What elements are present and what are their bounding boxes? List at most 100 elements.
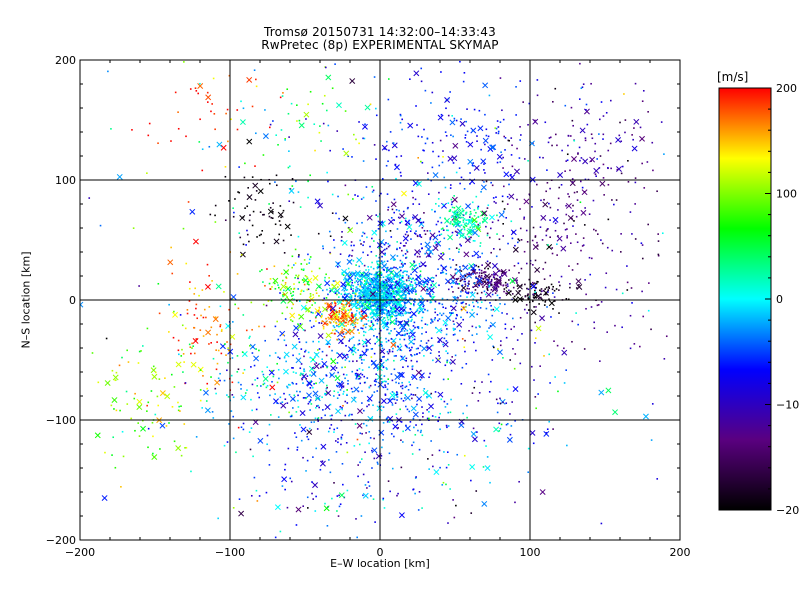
data-point-dot-c0-557 [388,301,390,303]
data-point-dot-c7-92 [493,276,496,279]
data-point-dot-c21-18 [447,463,450,466]
data-point-cross-c0-708 [344,271,351,278]
data-point-cross-c21-251 [509,278,516,284]
data-point-dot-c13-74 [189,281,191,283]
data-point-dot-c5-169 [348,255,350,258]
data-point-dot-c4-65 [300,290,302,293]
data-point-dot-c5-110 [463,280,466,283]
data-point-dot-c9-66 [405,224,408,226]
data-point-dot-c11-56 [578,146,581,149]
data-point-dot-c5-148 [399,266,401,269]
data-point-dot-c0-325 [382,305,385,307]
data-point-dot-c4-28 [297,288,300,290]
data-point-dot-c9-82 [534,342,536,344]
data-point-dot-c16-47 [307,103,309,106]
data-point-dot-c1-411 [373,391,376,393]
data-point-dot-c21-15 [455,504,457,507]
data-point-dot-c14-31 [177,401,179,404]
data-point-dot-c1-9 [423,355,425,357]
data-point-dot-c21-49 [147,427,150,430]
data-point-dot-c13-59 [183,361,185,363]
data-point-dot-c17-116 [470,479,472,482]
data-point-dot-c4-56 [302,268,305,271]
data-point-dot-c0-597 [408,292,411,295]
data-point-dot-c0-878 [392,293,395,295]
data-point-dot-c6-36 [462,219,465,222]
data-point-dot-c10-53 [388,149,390,152]
data-point-dot-c1-155 [397,301,399,303]
data-point-dot-c5-75 [458,251,460,253]
data-point-dot-c7-33 [472,286,474,288]
data-point-dot-c1-260 [330,374,332,376]
data-point-dot-c9-163 [535,306,537,308]
data-point-dot-c0-641 [391,315,393,318]
data-point-dot-c0-816 [386,321,389,324]
data-point-dot-c0-812 [395,290,397,292]
data-point-dot-c1-52 [388,350,391,353]
data-point-dot-c0-865 [386,266,389,269]
data-point-dot-c9-129 [580,249,582,252]
data-point-dot-c18-96 [550,316,552,318]
data-point-dot-c9-294 [553,340,555,342]
data-point-dot-c7-118 [494,292,497,294]
data-point-dot-c5-89 [413,260,415,262]
data-point-dot-c9-248 [501,200,504,203]
data-point-dot-c17-13 [367,481,370,483]
data-point-dot-c21-159 [487,267,489,270]
data-point-cross-c21-43 [452,142,459,149]
data-point-cross-c10-12 [490,144,497,151]
data-point-cross-c7-120 [484,273,491,280]
data-point-dot-c5-159 [390,236,393,238]
data-point-dot-c5-143 [359,283,362,286]
data-point-dot-c0-510 [370,316,373,319]
data-point-cross-c0-596 [344,276,351,283]
data-point-dot-c11-28 [602,163,605,166]
data-point-dot-c6-109 [477,225,479,227]
data-point-dot-c7-10 [485,286,488,288]
data-point-dot-c9-235 [492,308,495,311]
data-point-dot-c9-232 [640,242,643,245]
data-point-dot-c0-606 [383,294,385,296]
data-point-dot-c0-783 [397,281,400,284]
data-point-dot-c3-116 [321,315,323,317]
data-point-dot-c20-83 [250,366,252,368]
data-point-dot-c3-33 [341,303,343,305]
data-point-dot-c5-228 [404,233,407,236]
data-point-cross-c2-51 [253,355,260,362]
data-point-cross-c1-304 [387,415,394,422]
data-point-dot-c19-216 [438,302,440,305]
data-point-dot-c8-67 [555,288,558,290]
data-point-dot-c10-146 [445,107,447,110]
x-axis-label: E–W location [km] [330,557,430,570]
data-point-dot-c5-109 [363,241,365,243]
data-point-dot-c10-110 [431,91,434,94]
data-point-dot-c16-44 [275,134,278,136]
data-point-cross-c9-179 [456,321,463,328]
data-point-dot-c20-104 [295,372,297,374]
data-point-dot-c19-191 [450,312,453,315]
data-point-cross-c2-157 [387,398,394,404]
data-point-dot-c9-62 [601,242,604,245]
data-point-dot-c6-99 [449,222,452,225]
data-point-dot-c7-22 [457,287,460,289]
data-point-dot-c21-166 [568,265,570,267]
data-point-dot-c10-9 [452,135,454,138]
data-point-dot-c0-348 [373,289,376,291]
data-point-dot-c0-794 [398,288,400,290]
data-point-dot-c7-59 [478,275,480,278]
data-point-dot-c0-254 [382,311,384,313]
data-point-cross-c4-43 [312,275,319,281]
data-point-dot-c19-147 [491,314,494,317]
data-point-dot-c0-856 [390,295,393,297]
data-point-dot-c2-107 [371,360,373,363]
data-point-dot-c5-11 [377,266,380,269]
data-point-dot-c10-92 [399,113,402,116]
data-point-dot-c12-12 [244,207,246,209]
data-point-dot-c9-218 [524,283,526,286]
data-point-dot-c10-32 [544,121,547,124]
data-point-dot-c9-33 [508,183,510,186]
data-point-dot-c0-891 [389,316,392,319]
data-point-dot-c20-10 [262,373,265,376]
data-point-dot-c17-112 [284,488,286,491]
data-point-dot-c21-122 [437,358,440,361]
